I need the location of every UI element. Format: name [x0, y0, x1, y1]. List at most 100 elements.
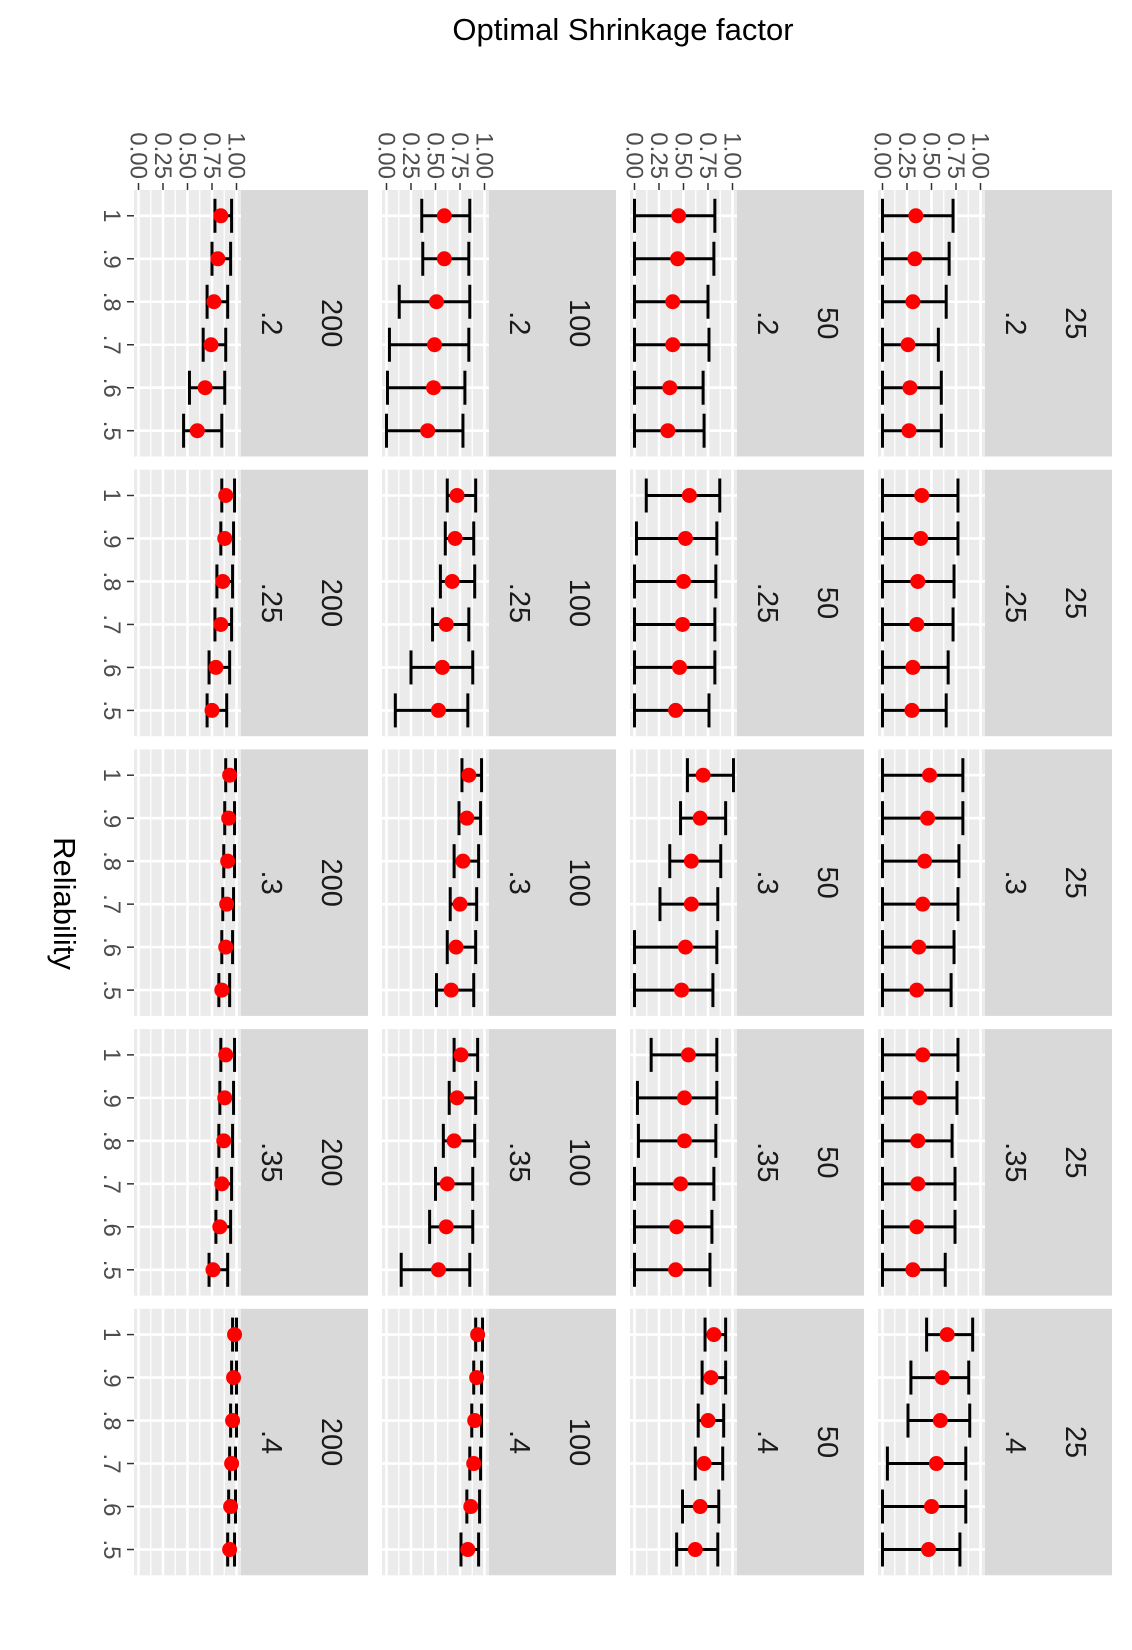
facet-panel: 100.35 — [382, 1029, 616, 1296]
data-point — [214, 982, 230, 998]
data-point — [673, 1176, 689, 1192]
y-tick-label: 0.25 — [893, 132, 920, 179]
y-axis: 0.000.250.500.751.00 — [373, 132, 498, 190]
data-point — [901, 423, 917, 439]
strip-label-sample-size: 200 — [315, 299, 347, 347]
data-point — [917, 853, 933, 869]
x-tick-label: .7 — [98, 335, 125, 355]
data-point — [669, 1219, 685, 1235]
data-point — [428, 294, 444, 310]
x-tick-label: .6 — [98, 1217, 125, 1237]
data-point — [222, 767, 238, 783]
data-point — [683, 853, 699, 869]
data-point — [924, 1499, 939, 1515]
facet-panel: 50.25 — [630, 469, 864, 737]
facet-panel: 25.25 — [878, 469, 1112, 737]
data-point — [665, 337, 681, 353]
x-tick-label: .7 — [98, 894, 125, 914]
facet-strip — [489, 469, 616, 737]
facet-panel: 100.25 — [382, 469, 616, 737]
x-tick-label: 1 — [98, 769, 125, 782]
data-point — [212, 1219, 228, 1235]
x-tick-label: .8 — [98, 1131, 125, 1151]
x-tick-label: .6 — [98, 378, 125, 398]
y-tick-label: 1.00 — [471, 132, 498, 179]
strip-label-correlation: .35 — [503, 1142, 535, 1182]
strip-label-correlation: .4 — [751, 1430, 783, 1454]
data-point — [915, 1047, 931, 1063]
y-tick-label: 0.00 — [869, 132, 896, 179]
strip-label-sample-size: 100 — [563, 858, 595, 906]
strip-label-sample-size: 100 — [563, 1138, 595, 1186]
data-point — [208, 659, 224, 675]
strip-label-correlation: .2 — [999, 311, 1031, 335]
data-point — [672, 659, 688, 675]
data-point — [909, 1219, 925, 1235]
data-point — [430, 1262, 446, 1278]
data-point — [909, 616, 925, 632]
x-tick-label: .9 — [98, 528, 125, 548]
facet-strip — [737, 1308, 864, 1576]
data-point — [905, 659, 921, 675]
strip-label-sample-size: 25 — [1059, 1426, 1091, 1458]
strip-label-correlation: .2 — [255, 311, 287, 335]
data-point — [470, 1327, 486, 1343]
data-point — [447, 530, 463, 546]
data-point — [460, 1542, 476, 1558]
x-tick-label: .7 — [98, 614, 125, 634]
data-point — [939, 1327, 955, 1343]
data-point — [681, 487, 697, 503]
data-point — [224, 1456, 240, 1472]
facet-panel: 100.3 — [382, 749, 616, 1016]
x-tick-label: .5 — [98, 421, 125, 441]
data-point — [706, 1327, 722, 1343]
facet-strip — [489, 1308, 616, 1576]
data-point — [219, 896, 235, 912]
data-point — [463, 1499, 479, 1515]
data-point — [932, 1413, 948, 1429]
data-point — [676, 1133, 692, 1149]
facet-panel: 200 .25 1 .9 .8 .7 .6 .5 — [98, 469, 368, 737]
x-tick-label: 1 — [98, 1048, 125, 1061]
strip-label-correlation: .4 — [999, 1430, 1031, 1454]
data-point — [904, 702, 920, 718]
facet-panel: 50.2 — [630, 190, 864, 457]
facet-panel: 25.35 — [878, 1029, 1112, 1296]
facet-strip — [985, 749, 1112, 1016]
x-tick-label: .9 — [98, 249, 125, 269]
data-point — [205, 1262, 221, 1278]
data-point — [913, 530, 929, 546]
facet-strip — [241, 1029, 368, 1296]
data-point — [217, 1090, 233, 1106]
facet-panel: 100.2 — [382, 190, 616, 457]
data-point — [226, 1370, 242, 1386]
data-point — [912, 1090, 928, 1106]
strip-label-correlation: .3 — [751, 871, 783, 895]
strip-label-sample-size: 200 — [315, 579, 347, 627]
strip-label-correlation: .35 — [255, 1142, 287, 1182]
data-point — [227, 1327, 243, 1343]
x-tick-label: .6 — [98, 1497, 125, 1517]
facet-strip — [241, 190, 368, 457]
data-point — [675, 616, 691, 632]
facet-strip — [985, 1308, 1112, 1576]
strip-label-sample-size: 200 — [315, 1138, 347, 1186]
data-point — [920, 810, 936, 826]
data-point — [449, 487, 465, 503]
y-tick-label: 0.75 — [694, 132, 721, 179]
facet-panel: 25.2 — [878, 190, 1112, 457]
data-point — [443, 982, 459, 998]
strip-label-sample-size: 50 — [811, 1146, 843, 1178]
x-tick-label: .6 — [98, 937, 125, 957]
strip-label-correlation: .3 — [255, 871, 287, 895]
facet-panel: 25.4 — [878, 1308, 1112, 1576]
strip-label-sample-size: 50 — [811, 867, 843, 899]
strip-label-sample-size: 200 — [315, 858, 347, 906]
facet-strip — [737, 469, 864, 737]
data-point — [900, 337, 916, 353]
x-tick-label: .5 — [98, 700, 125, 720]
data-point — [197, 380, 213, 396]
data-point — [439, 1176, 455, 1192]
strip-label-sample-size: 50 — [811, 307, 843, 339]
